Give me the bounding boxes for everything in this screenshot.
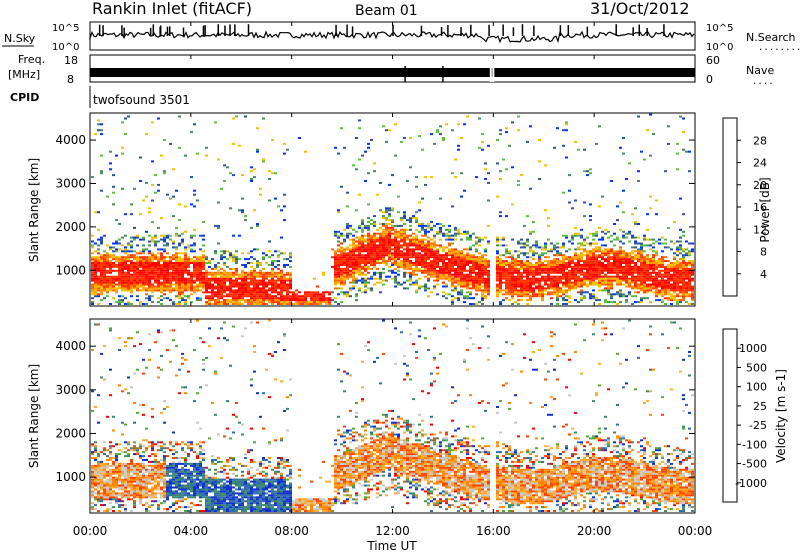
noise-tick-low-left: 10^0 [52, 42, 79, 53]
nave-tick-low: 0 [706, 73, 713, 86]
noise-search-marker: ........ [758, 43, 800, 53]
velocity-panel: 1000 2000 3000 4000 Slant Range [km] [27, 318, 696, 514]
freq-trace [90, 66, 695, 82]
power-colorbar-label: Power [dB] [758, 177, 772, 242]
colorbar-tick-label-4: -25 [749, 419, 767, 432]
freq-tick-low: 8 [67, 73, 74, 86]
noise-sky-label: N.Sky [4, 32, 36, 45]
x-tick-label-5: 20:00 [577, 524, 612, 538]
x-tick-label-2: 08:00 [274, 524, 309, 538]
colorbar-tick-label-5: 8 [760, 246, 767, 259]
colorbar-tick-label-1: 500 [746, 361, 767, 374]
y-tick-label-1: 2000 [55, 220, 86, 234]
y-tick-label-3: 4000 [55, 133, 86, 147]
colorbar-tick-label-1: 24 [753, 157, 767, 170]
x-tick-label-4: 16:00 [476, 524, 511, 538]
velocity-y-label: Slant Range [km] [27, 364, 41, 468]
cpid-program: twofsound 3501 [93, 93, 190, 107]
noise-trace [89, 24, 695, 44]
velocity-y-ticks: 1000 2000 3000 4000 [55, 339, 695, 484]
velocity-colorbar: 1000 500 100 25 -25 -100 -500 -1000 Velocity [m… [722, 328, 788, 503]
cpid-panel: CPID twofsound 3501 [10, 86, 190, 108]
y-tick-label-1: 2000 [55, 426, 86, 440]
noise-tick-low-right: 10^0 [706, 42, 733, 53]
colorbar-tick-label-0: 1000 [739, 342, 767, 355]
plot-title: Rankin Inlet (fitACF) [92, 0, 252, 18]
beam-label: Beam 01 [355, 3, 418, 19]
colorbar-tick-label-6: -500 [742, 458, 767, 471]
x-tick-label-1: 04:00 [174, 524, 209, 538]
cpid-label: CPID [10, 91, 39, 104]
colorbar-tick-label-5: -100 [742, 438, 767, 451]
noise-panel: N.Sky N.Search ........ 10^5 10^0 10^5 1… [2, 21, 800, 53]
freq-label: Freq. [18, 53, 45, 66]
nave-marker: .... [752, 77, 774, 87]
freq-unit-label: [MHz] [8, 68, 40, 81]
power-colorbar: 28 24 20 16 12 8 4 Power [dB] [722, 117, 772, 297]
x-tick-label-3: 12:00 [375, 524, 410, 538]
x-tick-label-6: 00:00 [678, 524, 713, 538]
y-tick-label-2: 3000 [55, 176, 86, 190]
velocity-colorbar-label: Velocity [m s-1] [774, 369, 788, 463]
colorbar-tick-label-2: 20 [753, 179, 767, 192]
y-tick-label-0: 1000 [55, 263, 86, 277]
freq-tick-high: 18 [64, 54, 78, 67]
noise-tick-high-right: 10^5 [706, 23, 733, 34]
colorbar-tick-label-4: 12 [753, 223, 767, 236]
nave-tick-high: 60 [706, 54, 720, 67]
x-axis-ticks: 00:00 04:00 08:00 12:00 16:00 20:00 00:00 [73, 22, 713, 538]
date-label: 31/Oct/2012 [590, 0, 690, 18]
velocity-data [91, 319, 694, 512]
colorbar-tick-label-0: 28 [753, 134, 767, 147]
noise-search-label: N.Search [746, 31, 796, 44]
y-tick-label-2: 3000 [55, 383, 86, 397]
x-tick-label-0: 00:00 [73, 524, 108, 538]
freq-panel: Freq. [MHz] 18 8 60 0 Nave .... [8, 53, 774, 87]
y-tick-label-0: 1000 [55, 470, 86, 484]
noise-tick-high-left: 10^5 [52, 23, 79, 34]
power-data [91, 113, 694, 305]
y-tick-label-3: 4000 [55, 339, 86, 353]
colorbar-tick-label-3: 25 [753, 400, 767, 413]
power-y-label: Slant Range [km] [27, 158, 41, 262]
nave-label: Nave [746, 64, 774, 77]
colorbar-tick-label-6: 4 [760, 268, 767, 281]
power-panel: 1000 2000 3000 4000 Slant Range [km] [27, 112, 696, 307]
x-axis-label: Time UT [366, 539, 417, 553]
colorbar-tick-label-3: 16 [753, 201, 767, 214]
colorbar-tick-label-2: 100 [746, 381, 767, 394]
colorbar-tick-label-7: -1000 [735, 477, 767, 490]
power-y-ticks: 1000 2000 3000 4000 [55, 133, 695, 277]
